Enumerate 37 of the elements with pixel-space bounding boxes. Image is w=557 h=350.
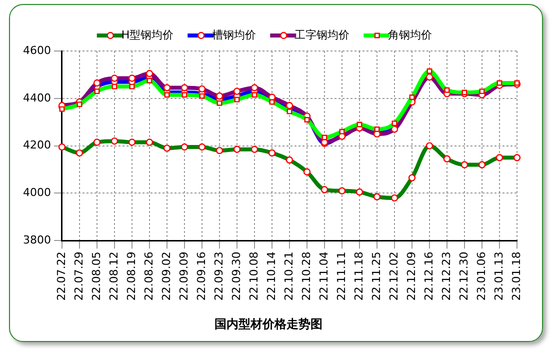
x-tick-label: 23.01.18 xyxy=(510,252,523,301)
x-tick-label: 22.07.29 xyxy=(72,252,86,301)
y-tick-label: 4600 xyxy=(22,44,51,57)
x-tick-label: 22.10.14 xyxy=(264,252,278,301)
y-tick-label: 4000 xyxy=(22,186,51,200)
x-tick-label: 22.12.16 xyxy=(422,252,436,301)
y-tick-label: 3800 xyxy=(22,233,51,246)
x-tick-label: 23.01.13 xyxy=(492,252,506,301)
x-tick-label: 22.11.11 xyxy=(334,252,348,301)
legend-label: H型钢均价 xyxy=(121,28,174,42)
x-tick-label: 22.09.02 xyxy=(160,252,173,301)
y-tick-label: 4200 xyxy=(22,138,51,152)
x-tick-label: 22.09.23 xyxy=(212,252,226,301)
text: 国内型材价格走势图 xyxy=(214,316,322,331)
x-tick-label: 22.08.05 xyxy=(90,252,103,301)
x-tick-label: 22.09.09 xyxy=(177,252,190,301)
x-tick-label: 22.08.26 xyxy=(142,252,156,301)
x-tick-label: 22.08.19 xyxy=(124,252,138,301)
x-tick-label: 22.09.30 xyxy=(230,252,243,301)
x-tick-label: 22.08.12 xyxy=(107,252,120,301)
x-tick-label: 22.07.22 xyxy=(54,252,68,301)
x-tick-label: 22.09.16 xyxy=(194,252,208,301)
x-tick-label: 23.01.06 xyxy=(474,252,488,301)
legend-label: 工字钢均价 xyxy=(294,28,350,42)
x-tick-label: 22.10.21 xyxy=(282,252,296,301)
x-tick-label: 22.11.18 xyxy=(352,252,366,301)
x-tick-label: 22.11.04 xyxy=(317,252,330,301)
x-tick-label: 22.11.25 xyxy=(370,252,383,301)
y-tick-label: 4400 xyxy=(22,91,51,104)
x-tick-label: 22.12.30 xyxy=(457,252,470,301)
x-tick-label: 22.12.09 xyxy=(404,252,418,301)
x-tick-label: 22.10.28 xyxy=(300,252,313,301)
x-tick-label: 22.12.02 xyxy=(387,252,400,301)
x-tick-label: 22.12.23 xyxy=(440,252,453,301)
legend-label: 角钢均价 xyxy=(388,28,432,42)
x-tick-label: 22.10.08 xyxy=(247,252,260,301)
legend-label: 槽钢均价 xyxy=(212,28,256,42)
